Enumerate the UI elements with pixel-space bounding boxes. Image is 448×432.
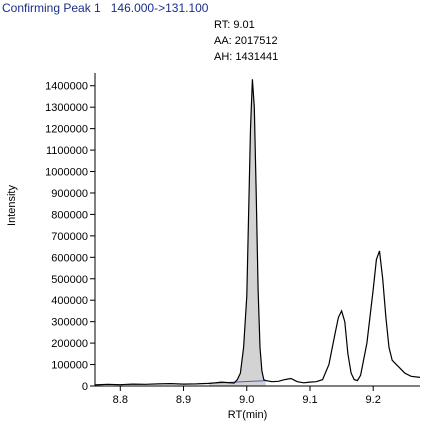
x-tick-label: 9.0 (239, 394, 254, 406)
y-tick-label: 1000000 (45, 167, 88, 179)
y-tick-label: 800000 (51, 209, 88, 221)
y-tick-label: 1400000 (45, 81, 88, 93)
chart-title: Confirming Peak 1 146.000->131.100 (2, 1, 209, 15)
axes-layer: 0 100000 200000 300000 400000 500000 600000 700… (45, 73, 420, 406)
chromatogram-trace (94, 79, 421, 386)
labels-layer: RT(min) Intensity RT: 9.01 AA: 2017512 AH: 1… (6, 19, 278, 421)
y-tick-label: 1300000 (45, 102, 88, 114)
peak-annotation: AA: 2017512 (214, 35, 278, 47)
y-tick-label: 900000 (51, 188, 88, 200)
y-axis-label: Intensity (6, 185, 18, 226)
peak-area-fill (208, 79, 266, 387)
trace-layer (94, 79, 421, 386)
y-tick-label: 400000 (51, 295, 88, 307)
x-tick-label: 8.9 (176, 394, 191, 406)
y-tick-label: 1100000 (46, 145, 88, 157)
x-tick-label: 8.8 (113, 394, 128, 406)
x-tick-label: 9.2 (366, 394, 381, 406)
y-tick-label: 0 (82, 381, 88, 393)
x-tick-label: 9.1 (302, 394, 317, 406)
y-tick-label: 600000 (51, 252, 88, 264)
y-tick-label: 300000 (51, 317, 88, 329)
peak-annotation: RT: 9.01 (214, 19, 255, 31)
y-tick-label: 100000 (51, 360, 88, 372)
y-tick-label: 1200000 (45, 124, 88, 136)
peak-annotation: AH: 1431441 (214, 51, 278, 63)
y-tick-label: 200000 (51, 338, 88, 350)
x-axis-label: RT(min) (228, 409, 268, 421)
y-tick-label: 500000 (51, 274, 88, 286)
y-tick-label: 700000 (51, 231, 88, 243)
